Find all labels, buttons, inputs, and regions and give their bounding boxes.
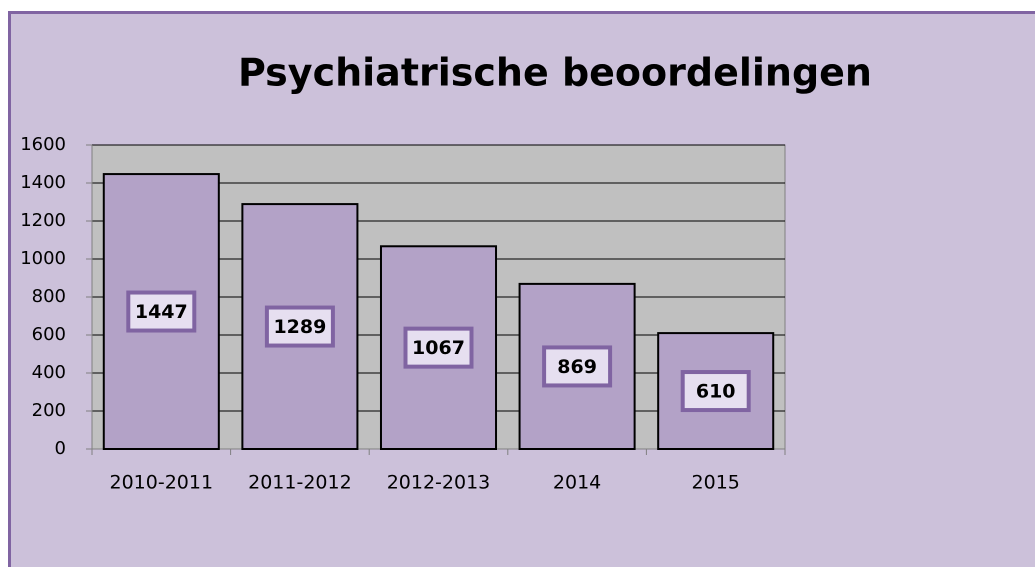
y-tick-label: 1600 (20, 134, 66, 155)
y-tick-label: 800 (32, 286, 66, 307)
data-label: 1447 (135, 301, 188, 323)
data-label-box (264, 305, 335, 348)
y-tick-label: 1400 (20, 172, 66, 193)
data-label-box (403, 326, 474, 369)
y-tick-label: 1000 (20, 248, 66, 269)
x-tick-label: 2014 (553, 472, 601, 494)
y-tick-label: 1200 (20, 210, 66, 231)
y-tick-label: 0 (55, 438, 66, 459)
data-label: 1289 (273, 316, 326, 338)
y-tick-label: 400 (32, 362, 66, 383)
y-tick-label: 600 (32, 324, 66, 345)
x-tick-label: 2011-2012 (248, 472, 352, 494)
x-tick-label: 2012-2013 (387, 472, 491, 494)
data-label: 610 (696, 381, 736, 403)
data-label-box (542, 345, 613, 388)
data-label-box (126, 290, 197, 333)
data-label-box (680, 370, 751, 413)
data-label: 869 (557, 356, 597, 378)
chart-title: Psychiatrische beoordelingen (238, 51, 872, 95)
data-label: 1067 (412, 337, 465, 359)
bar (241, 203, 359, 450)
x-tick-label: 2010-2011 (110, 472, 214, 494)
x-tick-label: 2015 (692, 472, 740, 494)
y-tick-label: 200 (32, 400, 66, 421)
